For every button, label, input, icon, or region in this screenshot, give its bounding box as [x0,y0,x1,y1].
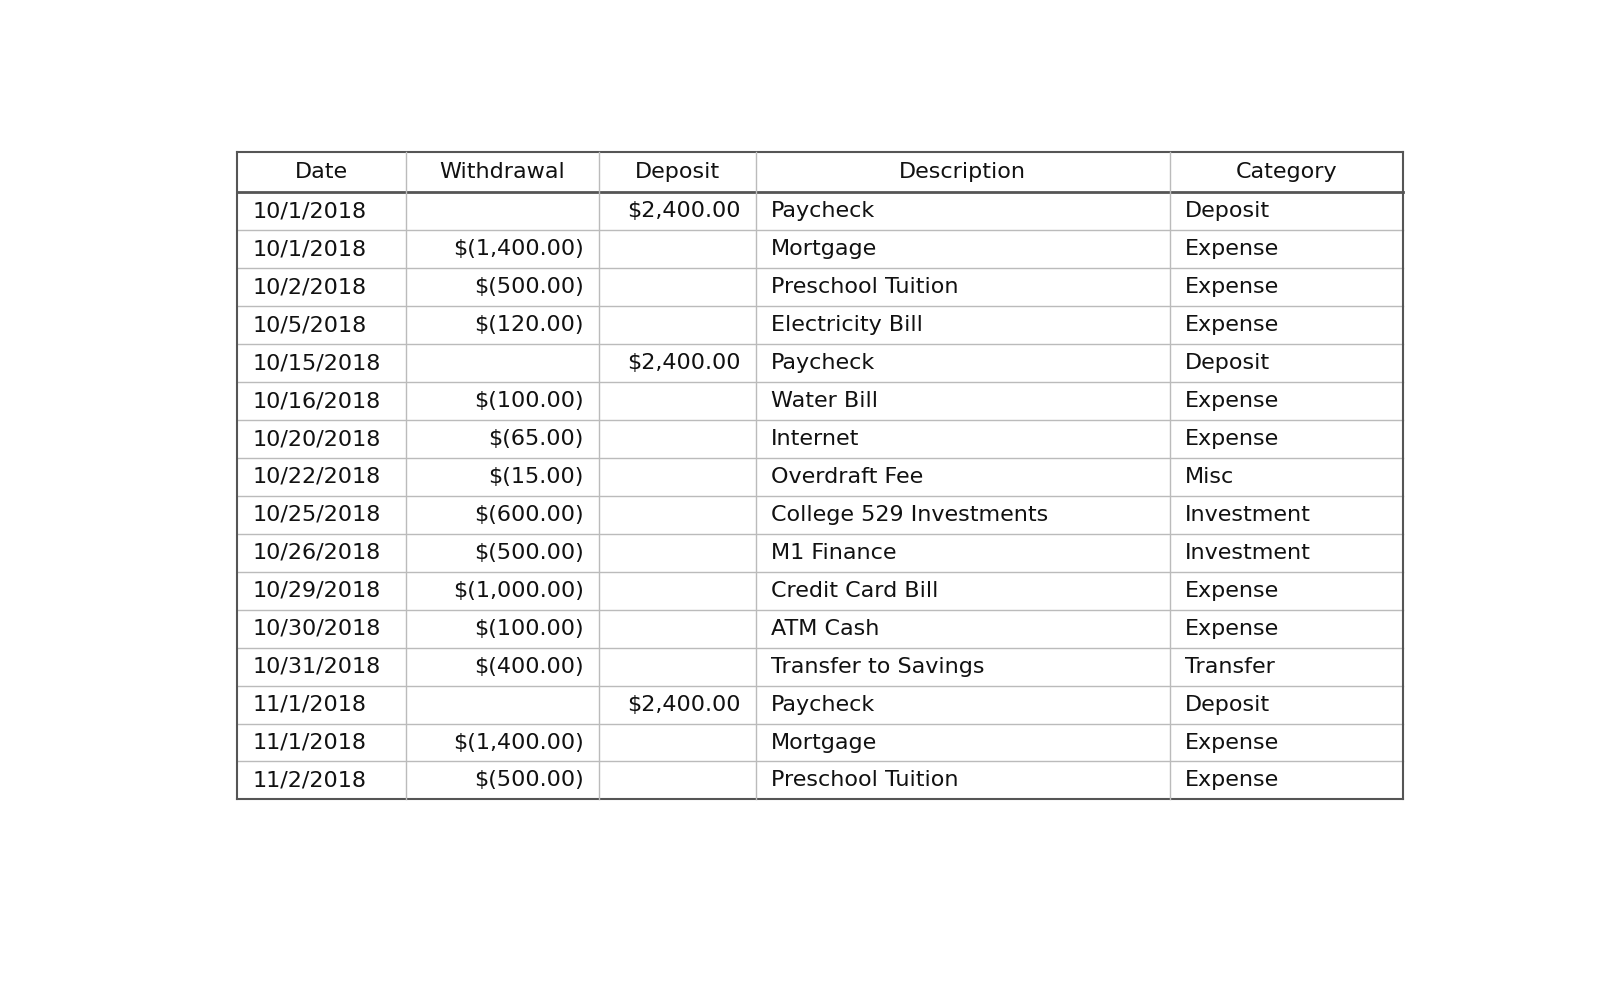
Text: Expense: Expense [1184,770,1278,791]
Text: Water Bill: Water Bill [771,391,878,411]
Text: Expense: Expense [1184,733,1278,752]
Text: Misc: Misc [1184,467,1234,487]
Text: Paycheck: Paycheck [771,353,875,373]
Text: Paycheck: Paycheck [771,201,875,222]
Text: $(65.00): $(65.00) [488,429,584,449]
Text: $2,400.00: $2,400.00 [627,201,741,222]
Text: 10/2/2018: 10/2/2018 [253,278,366,297]
Text: 10/20/2018: 10/20/2018 [253,429,381,449]
Text: Expense: Expense [1184,315,1278,336]
Text: Expense: Expense [1184,429,1278,449]
Text: 10/1/2018: 10/1/2018 [253,201,366,222]
Text: $(500.00): $(500.00) [474,770,584,791]
Text: $(500.00): $(500.00) [474,542,584,563]
Text: Deposit: Deposit [1184,695,1270,714]
Text: Deposit: Deposit [635,162,720,182]
Text: Investment: Investment [1184,542,1310,563]
Text: 11/2/2018: 11/2/2018 [253,770,366,791]
Text: $(1,400.00): $(1,400.00) [453,239,584,259]
Text: Deposit: Deposit [1184,353,1270,373]
Text: $(600.00): $(600.00) [474,505,584,525]
Text: $(15.00): $(15.00) [488,467,584,487]
Text: 10/16/2018: 10/16/2018 [253,391,381,411]
Text: Expense: Expense [1184,391,1278,411]
Text: College 529 Investments: College 529 Investments [771,505,1048,525]
Text: $(100.00): $(100.00) [474,391,584,411]
Text: 10/30/2018: 10/30/2018 [253,619,381,639]
Text: Expense: Expense [1184,581,1278,600]
Text: Transfer: Transfer [1184,656,1275,677]
Text: Date: Date [294,162,349,182]
Text: 10/29/2018: 10/29/2018 [253,581,381,600]
Text: $(100.00): $(100.00) [474,619,584,639]
Text: Paycheck: Paycheck [771,695,875,714]
Text: Expense: Expense [1184,619,1278,639]
Text: Mortgage: Mortgage [771,239,877,259]
Text: Investment: Investment [1184,505,1310,525]
Text: $2,400.00: $2,400.00 [627,353,741,373]
Text: 10/26/2018: 10/26/2018 [253,542,381,563]
Text: Credit Card Bill: Credit Card Bill [771,581,938,600]
Text: 10/15/2018: 10/15/2018 [253,353,381,373]
Text: 10/31/2018: 10/31/2018 [253,656,381,677]
Text: Category: Category [1235,162,1338,182]
Text: Preschool Tuition: Preschool Tuition [771,278,958,297]
Text: 10/25/2018: 10/25/2018 [253,505,381,525]
Text: ATM Cash: ATM Cash [771,619,878,639]
Text: $(400.00): $(400.00) [474,656,584,677]
Text: 10/1/2018: 10/1/2018 [253,239,366,259]
Text: $(500.00): $(500.00) [474,278,584,297]
Text: Internet: Internet [771,429,859,449]
Text: Overdraft Fee: Overdraft Fee [771,467,923,487]
Text: Description: Description [899,162,1026,182]
Text: Preschool Tuition: Preschool Tuition [771,770,958,791]
Text: Mortgage: Mortgage [771,733,877,752]
Text: 10/22/2018: 10/22/2018 [253,467,381,487]
Text: Expense: Expense [1184,239,1278,259]
Text: Expense: Expense [1184,278,1278,297]
Text: $(120.00): $(120.00) [474,315,584,336]
Text: Withdrawal: Withdrawal [440,162,565,182]
Text: $(1,400.00): $(1,400.00) [453,733,584,752]
Text: 11/1/2018: 11/1/2018 [253,695,366,714]
Text: M1 Finance: M1 Finance [771,542,896,563]
Text: Electricity Bill: Electricity Bill [771,315,923,336]
Text: 10/5/2018: 10/5/2018 [253,315,366,336]
Text: $(1,000.00): $(1,000.00) [453,581,584,600]
Text: Deposit: Deposit [1184,201,1270,222]
Text: 11/1/2018: 11/1/2018 [253,733,366,752]
Text: Transfer to Savings: Transfer to Savings [771,656,984,677]
Text: $2,400.00: $2,400.00 [627,695,741,714]
